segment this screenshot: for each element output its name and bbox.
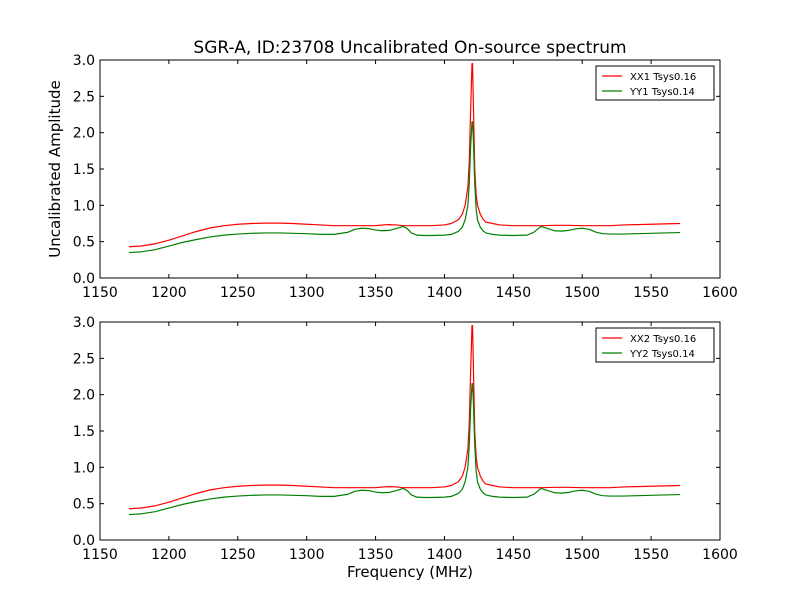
x-tick-label: 1200 [151,547,187,563]
x-tick-label: 1500 [564,285,600,301]
y-tick-label: 2.5 [73,351,95,367]
legend-entry: XX2 Tsys0.16 [630,334,696,345]
x-tick-label: 1450 [496,285,532,301]
x-tick-label: 1300 [289,285,325,301]
x-tick-label: 1550 [633,547,669,563]
x-tick-label: 1600 [702,285,738,301]
legend-entry: YY2 Tsys0.14 [629,349,695,360]
y-tick-label: 2.0 [73,126,95,142]
y-tick-label: 0.0 [73,271,95,287]
x-tick-label: 1150 [82,547,118,563]
x-tick-label: 1200 [151,285,187,301]
y-tick-label: 2.0 [73,388,95,404]
legend: XX1 Tsys0.16 YY1 Tsys0.14 [595,65,715,101]
series-line-yy [128,121,681,254]
y-tick-label: 1.0 [73,460,95,476]
x-tick-label: 1400 [427,285,463,301]
legend-box [595,327,715,363]
y-tick-label: 0.5 [73,235,95,251]
x-tick-label: 1300 [289,547,325,563]
x-tick-label: 1400 [427,547,463,563]
y-tick-label: 1.5 [73,162,95,178]
series-line-xx [128,63,681,248]
y-tick-label: 3.0 [73,315,95,331]
y-tick-label: 1.0 [73,198,95,214]
x-axis-label: Frequency (MHz) [347,563,473,581]
y-tick-label: 0.0 [73,533,95,549]
x-tick-label: 1350 [358,285,394,301]
series-line-yy [128,383,681,516]
figure-title: SGR-A, ID:23708 Uncalibrated On-source s… [193,38,626,58]
x-tick-label: 1350 [358,547,394,563]
x-tick-label: 1550 [633,285,669,301]
y-tick-label: 2.5 [73,89,95,105]
x-tick-label: 1250 [220,547,256,563]
legend-box [595,65,715,101]
legend-entry: YY1 Tsys0.14 [629,87,695,98]
x-tick-label: 1450 [496,547,532,563]
legend-entry: XX1 Tsys0.16 [630,72,696,83]
legend: XX2 Tsys0.16 YY2 Tsys0.14 [595,327,715,363]
series-line-xx [128,325,681,510]
y-axis-label: Uncalibrated Amplitude [46,80,64,257]
y-tick-label: 0.5 [73,497,95,513]
x-tick-label: 1150 [82,285,118,301]
bottom-spectrum-panel: 1150 1200 1250 1300 1350 1400 1450 1500 1550 1600… [73,315,738,563]
top-spectrum-panel: 1150 1200 1250 1300 1350 1400 1450 1500 1550 1600… [73,53,738,301]
x-tick-label: 1500 [564,547,600,563]
x-tick-label: 1250 [220,285,256,301]
x-tick-label: 1600 [702,547,738,563]
y-tick-label: 1.5 [73,424,95,440]
y-tick-label: 3.0 [73,53,95,69]
